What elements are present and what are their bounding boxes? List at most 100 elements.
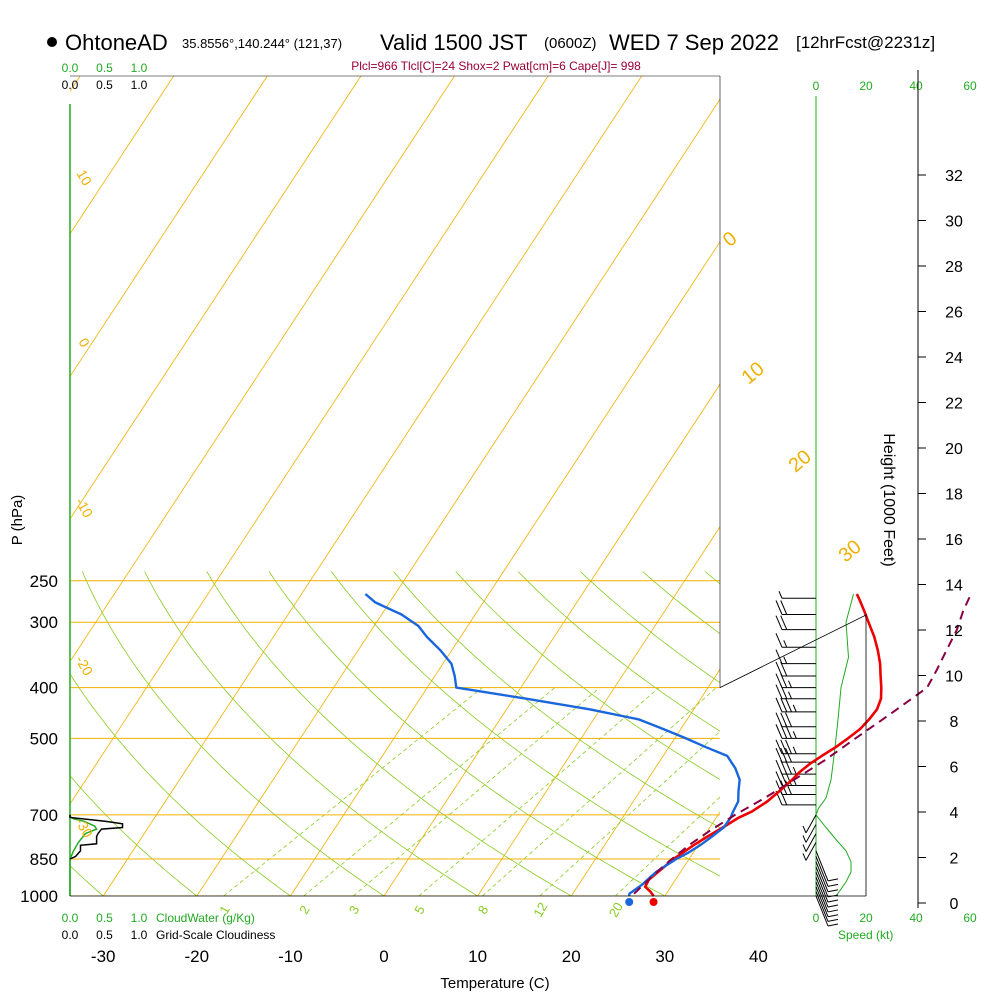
isotherm-label: 10 (74, 167, 96, 189)
mixing-ratio-line (615, 796, 720, 896)
cloud-scale-tick-label: 1.0 (131, 78, 148, 92)
dry-adiabat-line (206, 571, 572, 896)
wind-barb (802, 824, 817, 843)
dry-adiabat-line (393, 571, 720, 829)
mixing-ratio-line (539, 730, 720, 896)
cloud-scale-tick-label: 0.0 (62, 928, 79, 942)
x-axis-label: Temperature (C) (440, 975, 549, 992)
station-dot-icon (47, 37, 57, 47)
wind-barb (815, 895, 839, 927)
dry-adiabat-line (767, 572, 1000, 908)
mixing-ratio-label: 5 (411, 903, 428, 917)
surface-temperature-marker (649, 898, 658, 906)
wind-scale-bottom-tick: 0 (813, 911, 820, 925)
mixing-ratio-line (223, 687, 483, 896)
cloudiness-label: Grid-Scale Cloudiness (156, 928, 275, 942)
cloud-scale-tick-label: 0.5 (96, 78, 113, 92)
mixing-ratio-label: 8 (475, 903, 492, 917)
forecast-info: [12hrFcst@2231z] (796, 33, 935, 52)
dry-adiabat-line (144, 571, 479, 896)
parcel-profile-line (633, 593, 972, 895)
mixing-ratio-label: 20 (606, 900, 626, 920)
wind-scale-top-tick: 0 (813, 79, 820, 93)
pressure-tick-label: 850 (30, 850, 58, 869)
wind-barb (802, 814, 817, 834)
height-tick-label: 20 (945, 441, 963, 458)
wind-barb (815, 886, 839, 918)
temperature-tick-label: -10 (278, 947, 303, 966)
isotherm-line (70, 76, 81, 93)
temperature-tick-label: 40 (749, 947, 768, 966)
chart-header: OhtoneAD 35.8556°,140.244° (121,37) Vali… (47, 30, 935, 73)
isotherm-line (70, 76, 362, 520)
cloud-scale-tick-label: 0.5 (96, 911, 113, 925)
isotherm-label: -20 (72, 653, 96, 679)
cloudwater-label: CloudWater (g/Kg) (156, 911, 255, 925)
isotherm-line (570, 668, 720, 896)
wind-barb (775, 684, 816, 700)
mixing-ratio-line (352, 687, 601, 896)
mixing-ratio-label: 12 (530, 900, 550, 920)
isotherm-line (102, 76, 643, 896)
isotherm-label: -10 (72, 495, 96, 521)
cloud-scale-tick-label: 0.0 (62, 911, 79, 925)
wind-barb (815, 871, 839, 903)
height-tick-label: 6 (950, 760, 959, 777)
valid-zulu: (0600Z) (544, 35, 597, 52)
y-axis-label: P (hPa) (9, 495, 26, 546)
isotherm-line (196, 98, 720, 896)
cloud-scale-tick-label: 0.0 (62, 61, 79, 75)
wind-barb (815, 891, 839, 922)
isotherm-label: 10 (738, 358, 769, 389)
height-axis-label: Height (1000 Feet) (880, 433, 897, 566)
height-tick-label: 14 (945, 578, 963, 595)
pressure-tick-label: 400 (30, 679, 58, 698)
height-tick-label: 22 (945, 396, 963, 413)
pressure-tick-label: 250 (30, 572, 58, 591)
wind-barb (815, 876, 839, 908)
valid-time: Valid 1500 JST (380, 30, 528, 55)
wind-barb (815, 866, 839, 898)
chart-grid (70, 76, 1000, 908)
mixing-ratio-label: 3 (346, 903, 363, 917)
pressure-tick-label: 300 (30, 613, 58, 632)
wind-speed-label: Speed (kt) (838, 928, 893, 942)
wind-scale-bottom-tick: 20 (859, 911, 873, 925)
isotherm-line (70, 76, 455, 663)
isotherm-line (70, 76, 175, 235)
height-tick-label: 12 (945, 623, 963, 640)
mixing-ratio-line (418, 687, 660, 896)
wind-barb (775, 600, 816, 616)
height-tick-label: 10 (945, 669, 963, 686)
dry-adiabat-line (517, 571, 720, 732)
dry-adiabat-line (81, 571, 385, 896)
height-tick-label: 30 (945, 214, 963, 231)
dry-adiabat-line (330, 571, 720, 877)
isotherm-line (70, 76, 549, 805)
wind-scale-bottom-tick: 40 (909, 911, 923, 925)
temperature-tick-label: 20 (562, 947, 581, 966)
wind-barb (802, 842, 817, 861)
height-tick-label: 24 (945, 350, 963, 367)
dry-adiabat-line (70, 673, 292, 896)
height-tick-label: 28 (945, 259, 963, 276)
wind-speed-profile (815, 593, 854, 897)
cloudiness-profile (69, 814, 124, 860)
wind-scale-top-tick: 20 (859, 79, 873, 93)
wind-barb (775, 697, 816, 713)
station-coords: 35.8556°,140.244° (121,37) (182, 36, 342, 51)
wind-barb (775, 712, 816, 728)
isotherm-label: 0 (75, 335, 93, 350)
mixing-ratio-line (303, 687, 556, 896)
wind-barb (815, 861, 839, 893)
mixing-ratio-label: 2 (296, 903, 313, 917)
isotherm-label: 0 (719, 227, 742, 251)
cloud-scale-tick-label: 1.0 (131, 928, 148, 942)
temperature-tick-label: 30 (655, 947, 674, 966)
mixing-ratio-line (482, 687, 717, 896)
wind-barb (815, 850, 839, 882)
isotherm-label: 20 (785, 446, 816, 477)
